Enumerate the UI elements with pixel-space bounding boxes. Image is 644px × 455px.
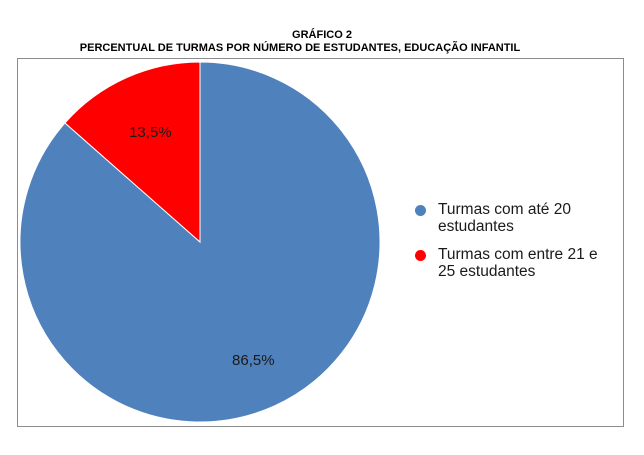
legend-label-line-2: estudantes (438, 218, 514, 235)
chart-subtitle: PERCENTUAL DE TURMAS POR NÚMERO DE ESTUD… (79, 42, 521, 54)
legend-marker-blue (415, 205, 426, 216)
pie-labels: 86,5% 13,5% (129, 124, 275, 369)
legend-label-line-2: 25 estudantes (438, 263, 536, 280)
legend-label-line-1: Turmas com até 20 (438, 201, 571, 218)
slice-label-21-a-25: 13,5% (129, 124, 172, 141)
legend-item-21-a-25: Turmas com entre 21 e 25 estudantes (415, 246, 625, 280)
pie-slices (19, 61, 381, 423)
slice-label-ate-20: 86,5% (232, 352, 275, 369)
legend-item-ate-20: Turmas com até 20 estudantes (415, 201, 625, 235)
chart-title: GRÁFICO 2 (292, 29, 352, 41)
legend-marker-red (415, 250, 426, 261)
pie-slice-21-a-25 (64, 61, 201, 244)
legend-label-line-1: Turmas com entre 21 e (438, 246, 598, 263)
